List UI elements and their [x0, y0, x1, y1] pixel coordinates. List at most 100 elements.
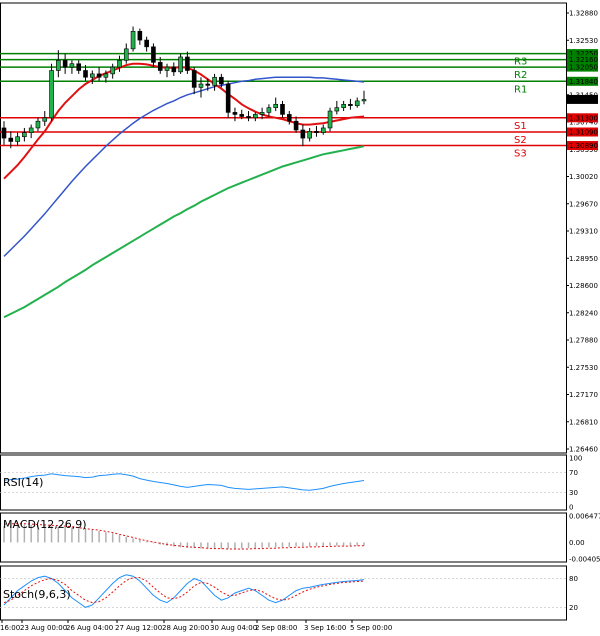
candle-body — [83, 70, 88, 78]
stoch-tick-label: 20 — [569, 604, 578, 612]
level-name-r1: R1 — [514, 84, 527, 95]
candle-body — [348, 103, 353, 106]
price-tick-label: 1.30020 — [569, 173, 598, 181]
candle-body — [8, 137, 14, 142]
candle-body — [28, 127, 34, 133]
time-tick-label: 3 Sep 16:00 — [304, 624, 346, 632]
level-price-text: 1.31840 — [569, 78, 598, 86]
candle-body — [327, 110, 333, 129]
candle-body — [90, 73, 95, 78]
price-tick-label: 1.32530 — [569, 37, 598, 45]
candle-body — [314, 131, 319, 133]
candle-body — [259, 112, 265, 115]
current-price-text: 1.31572 — [569, 96, 598, 104]
macd-panel-frame — [0, 512, 567, 563]
level-price-tag — [567, 141, 598, 151]
level-price-tag — [567, 113, 598, 123]
candle-body — [225, 83, 231, 113]
candle-body — [266, 107, 272, 113]
candle-body — [198, 83, 204, 88]
candle-body — [239, 114, 245, 117]
candle-body — [123, 48, 129, 61]
price-tick-label: 1.27530 — [569, 364, 598, 372]
rsi-title: RSI(14) — [3, 476, 43, 489]
candle-body — [232, 112, 238, 115]
candle-body — [286, 114, 292, 122]
candle-body — [300, 129, 306, 139]
time-tick-label: 16:00 — [0, 624, 20, 632]
candle-body — [341, 103, 346, 108]
rsi-tick-label: 70 — [569, 469, 578, 477]
price-tick-label: 1.29310 — [569, 228, 598, 236]
price-tick-label: 1.30740 — [569, 119, 598, 127]
candle-body — [164, 66, 170, 71]
level-price-text: 1.31300 — [569, 114, 598, 122]
level-price-text: 1.30890 — [569, 142, 598, 150]
candle-body — [293, 120, 299, 131]
ma-green-line — [3, 145, 365, 319]
candle-body — [144, 39, 149, 48]
stoch-title: Stoch(9,6,3) — [3, 588, 71, 601]
time-tick-label: 26 Aug 04:00 — [66, 624, 113, 632]
price-tick-label: 1.28950 — [569, 255, 598, 263]
level-name-r3: R3 — [514, 57, 527, 68]
level-price-tag — [567, 127, 598, 137]
candle-body — [76, 63, 82, 71]
candle-body — [246, 116, 251, 119]
candle-body — [354, 100, 360, 106]
price-tick-label: 1.27880 — [569, 337, 598, 345]
stoch-k-line — [3, 574, 365, 608]
time-tick-label: 30 Aug 04:00 — [210, 624, 257, 632]
level-price-tag — [567, 55, 598, 65]
level-price-text: 1.32250 — [569, 50, 598, 58]
candle-body — [69, 63, 75, 68]
candle-body — [35, 120, 41, 129]
candle-body — [1, 127, 7, 139]
candle-body — [253, 114, 258, 119]
level-price-tag — [567, 49, 598, 59]
price-tick-label: 1.26810 — [569, 418, 598, 426]
candle-body — [49, 70, 54, 119]
candle-body — [191, 70, 197, 88]
level-name-s2: S2 — [514, 135, 527, 146]
candle-body — [130, 30, 136, 50]
candle-body — [185, 56, 190, 71]
candle-body — [110, 66, 115, 75]
candle-body — [56, 60, 61, 71]
level-name-s1: S1 — [514, 121, 527, 132]
level-name-r2: R2 — [514, 70, 527, 81]
rsi-tick-label: 100 — [569, 455, 582, 463]
level-name-s3: S3 — [514, 149, 527, 160]
rsi-tick-label: 30 — [569, 489, 578, 497]
time-tick-label: 28 Aug 20:00 — [162, 624, 209, 632]
candle-body — [280, 103, 285, 115]
candle-body — [117, 60, 122, 68]
price-tick-label: 1.29670 — [569, 200, 598, 208]
stoch-d-line — [3, 577, 365, 604]
level-price-text: 1.32160 — [569, 56, 598, 64]
rsi-panel-frame — [0, 454, 567, 511]
level-price-tag — [567, 76, 598, 86]
stoch-panel-frame — [0, 565, 567, 621]
candle-body — [42, 117, 48, 122]
time-tick-label: 5 Sep 00:00 — [350, 624, 392, 632]
macd-tick-label: 0.00 — [569, 539, 585, 547]
ma-red-line — [3, 62, 365, 180]
level-price-text: 1.32050 — [569, 64, 598, 72]
candle-body — [96, 73, 102, 78]
candle-body — [273, 103, 278, 108]
price-tick-label: 1.32880 — [569, 10, 598, 18]
time-tick-label: 23 Aug 00:00 — [20, 624, 67, 632]
price-tick-label: 1.26460 — [569, 446, 598, 454]
candle-body — [137, 30, 143, 41]
candle-body — [62, 60, 68, 68]
macd-tick-label: 0.006477 — [569, 513, 600, 521]
macd-title: MACD(12,26,9) — [3, 518, 87, 531]
stoch-tick-label: 80 — [569, 575, 578, 583]
price-tick-label: 1.27170 — [569, 391, 598, 399]
candle-body — [307, 131, 312, 139]
time-tick-label: 2 Sep 08:00 — [255, 624, 297, 632]
current-price-tag — [567, 94, 598, 104]
candle-body — [212, 76, 217, 86]
